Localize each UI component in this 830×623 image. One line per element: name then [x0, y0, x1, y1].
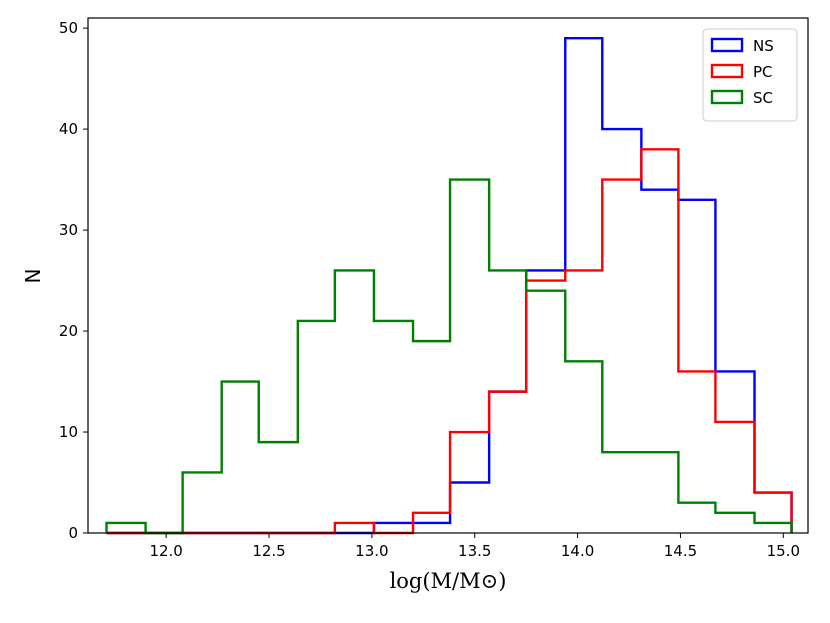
legend: NS PC SC	[702, 28, 798, 122]
y-tick-label: 30	[59, 221, 78, 239]
x-tick-label: 15.0	[767, 542, 800, 560]
legend-swatch-sc	[710, 89, 744, 105]
histogram-series-sc	[105, 178, 793, 535]
y-axis-ticks: 0 10 20 30 40 50	[59, 19, 88, 542]
x-axis-label: log(M/M⊙)	[390, 569, 507, 593]
y-tick-label: 10	[59, 423, 78, 441]
x-tick-label: 14.0	[561, 542, 594, 560]
y-tick-label: 20	[59, 322, 78, 340]
legend-swatch-ns	[710, 37, 744, 53]
y-tick-label: 0	[68, 524, 78, 542]
x-tick-label: 13.0	[355, 542, 388, 560]
y-tick-label: 40	[59, 120, 78, 138]
y-axis-label: N	[21, 269, 45, 284]
legend-label-pc: PC	[753, 63, 773, 81]
legend-box	[702, 28, 798, 122]
x-tick-label: 13.5	[458, 542, 491, 560]
legend-label-ns: NS	[753, 37, 774, 55]
legend-swatch-pc	[710, 63, 744, 79]
x-tick-label: 12.5	[252, 542, 285, 560]
y-tick-label: 50	[59, 19, 78, 37]
x-axis-ticks: 12.0 12.5 13.0 13.5 14.0 14.5 15.0	[149, 533, 800, 560]
x-tick-label: 12.0	[149, 542, 182, 560]
legend-label-sc: SC	[753, 89, 773, 107]
x-tick-label: 14.5	[664, 542, 697, 560]
plot-area	[88, 18, 808, 533]
plot-frame	[87, 17, 809, 534]
